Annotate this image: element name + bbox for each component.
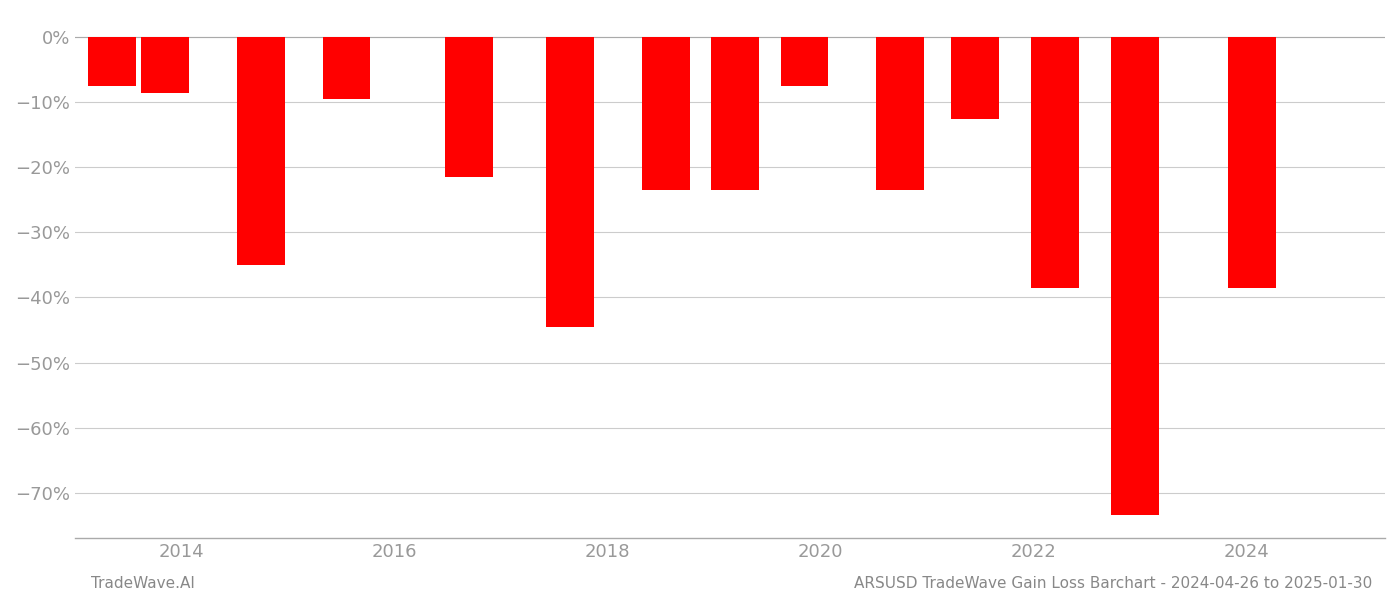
Bar bbox=[322, 37, 371, 99]
Bar bbox=[88, 37, 136, 86]
Text: ARSUSD TradeWave Gain Loss Barchart - 2024-04-26 to 2025-01-30: ARSUSD TradeWave Gain Loss Barchart - 20… bbox=[854, 576, 1372, 591]
Bar bbox=[1110, 37, 1159, 515]
Bar bbox=[546, 37, 594, 327]
Text: TradeWave.AI: TradeWave.AI bbox=[91, 576, 195, 591]
Bar bbox=[1228, 37, 1275, 288]
Bar bbox=[711, 37, 759, 190]
Bar bbox=[1030, 37, 1079, 288]
Bar bbox=[951, 37, 998, 119]
Bar bbox=[781, 37, 829, 86]
Bar bbox=[445, 37, 493, 177]
Bar bbox=[141, 37, 189, 92]
Bar bbox=[876, 37, 924, 190]
Bar bbox=[237, 37, 286, 265]
Bar bbox=[643, 37, 690, 190]
